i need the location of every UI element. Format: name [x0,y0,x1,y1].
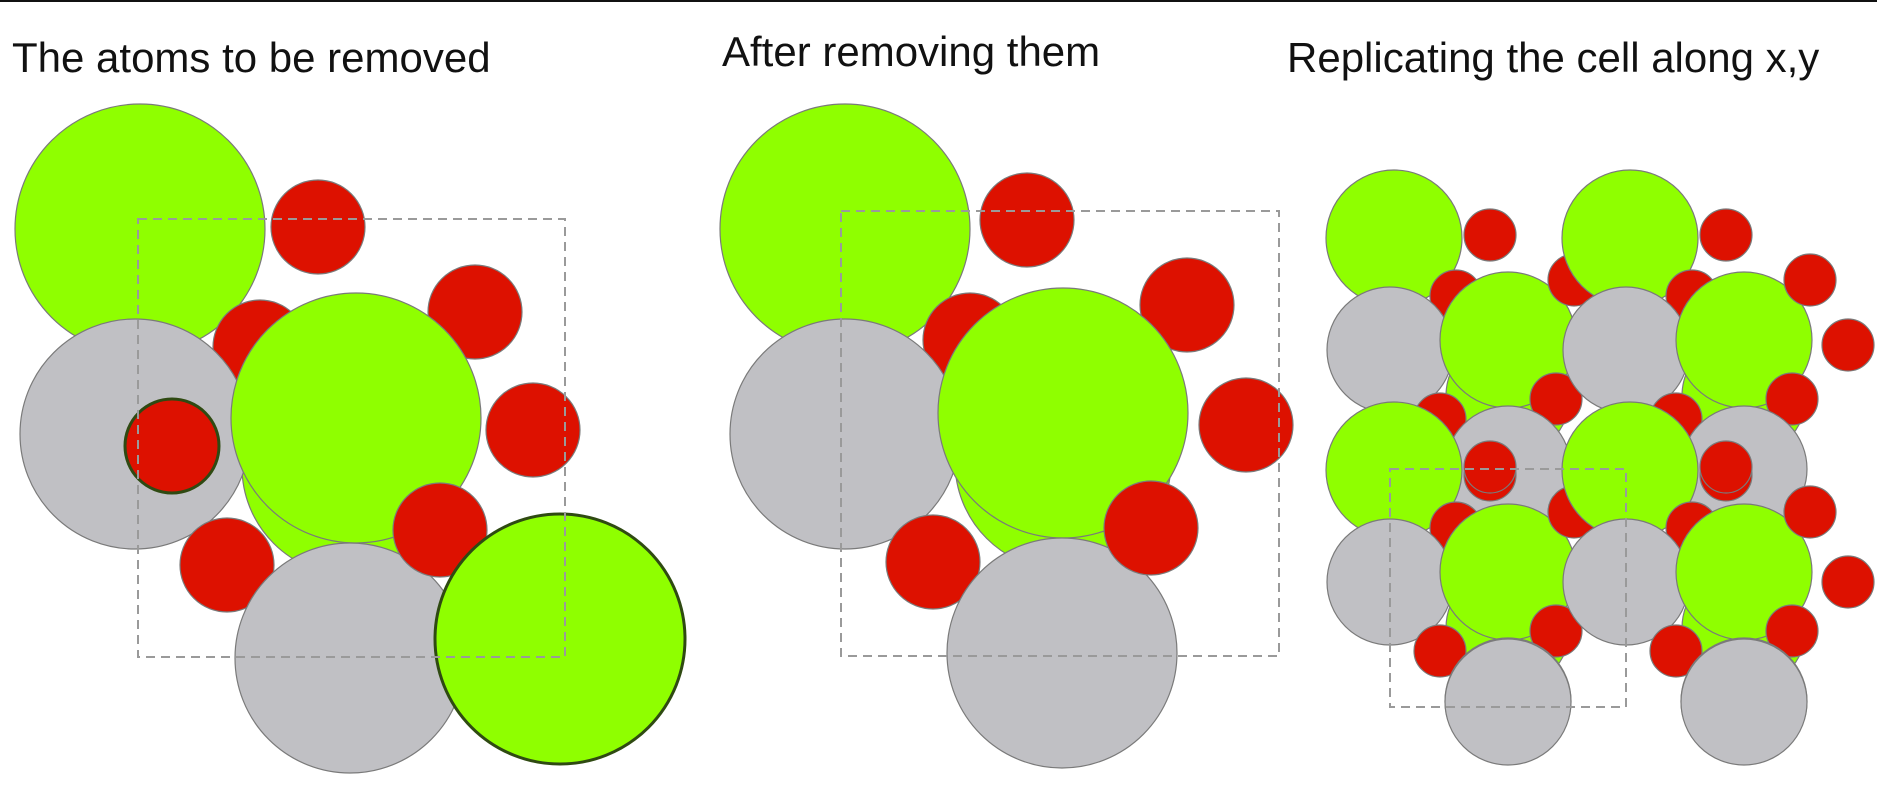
panel-3-tile-2-red-atom [1783,253,1837,307]
panel-2-title: After removing them [722,28,1101,75]
panel-3-red-atom-edge [1821,318,1875,372]
panel-2-gray-atom [946,537,1178,769]
panel-2-gray-atom [729,318,961,550]
panel-1-title: The atoms to be removed [12,34,491,81]
panel-3-tile-3-red-atom [1413,624,1467,678]
panel-3-tile-4-red-atom [1783,485,1837,539]
panel-2-red-atom [1103,480,1199,576]
panel-3-tile-3-red-atom [1529,604,1583,658]
panel-3-tile-1-red-atom [1463,208,1517,262]
panel-2-red-atom [885,514,981,610]
panel-3-tile-2-red-atom [1699,208,1753,262]
panel-3-tile-2-red-atom [1765,372,1819,426]
panel-1-red-atom [270,179,366,275]
panel-1-removed-red-atom [123,397,221,495]
panel-1-removed-green-atom [433,512,687,766]
panel-3-tile-4-red-atom [1649,624,1703,678]
panel-3-red-atom-edge [1821,555,1875,609]
panel-2-red-atom [1139,257,1235,353]
panel-1-red-atom [427,264,523,360]
panel-1-red-atom [392,482,488,578]
panel-1-red-atom [485,382,581,478]
panel-1-unit-cell [137,218,566,658]
panel-3-gray-atom-bottom [1444,638,1572,766]
panel-3-tile-4-red-atom [1699,440,1753,494]
panel-3-tile-3-red-atom [1463,440,1517,494]
panel-3-tile-4-red-atom [1765,604,1819,658]
panel-2-red-atom [979,172,1075,268]
panel-1-red-atom [179,517,275,613]
panel-3-title: Replicating the cell along x,y [1287,34,1820,81]
panel-3-gray-atom-bottom [1680,638,1808,766]
panel-2-unit-cell [840,210,1280,657]
panel-3-unit-cell [1389,468,1627,708]
panel-2-red-atom [1198,377,1294,473]
panel-3-tile-1-red-atom [1529,372,1583,426]
